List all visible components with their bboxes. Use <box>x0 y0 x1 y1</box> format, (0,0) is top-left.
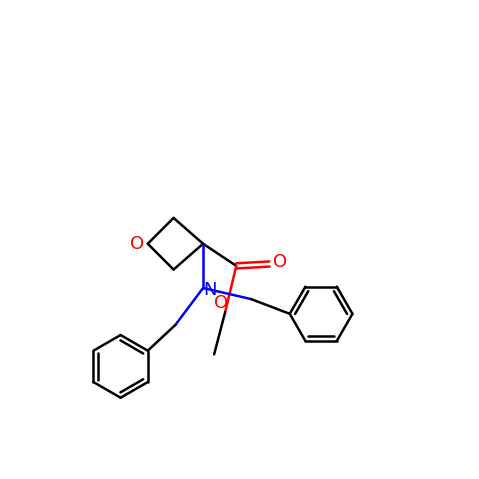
Text: O: O <box>273 253 287 271</box>
Text: N: N <box>204 281 217 299</box>
Text: O: O <box>215 294 228 312</box>
Text: O: O <box>130 235 144 253</box>
